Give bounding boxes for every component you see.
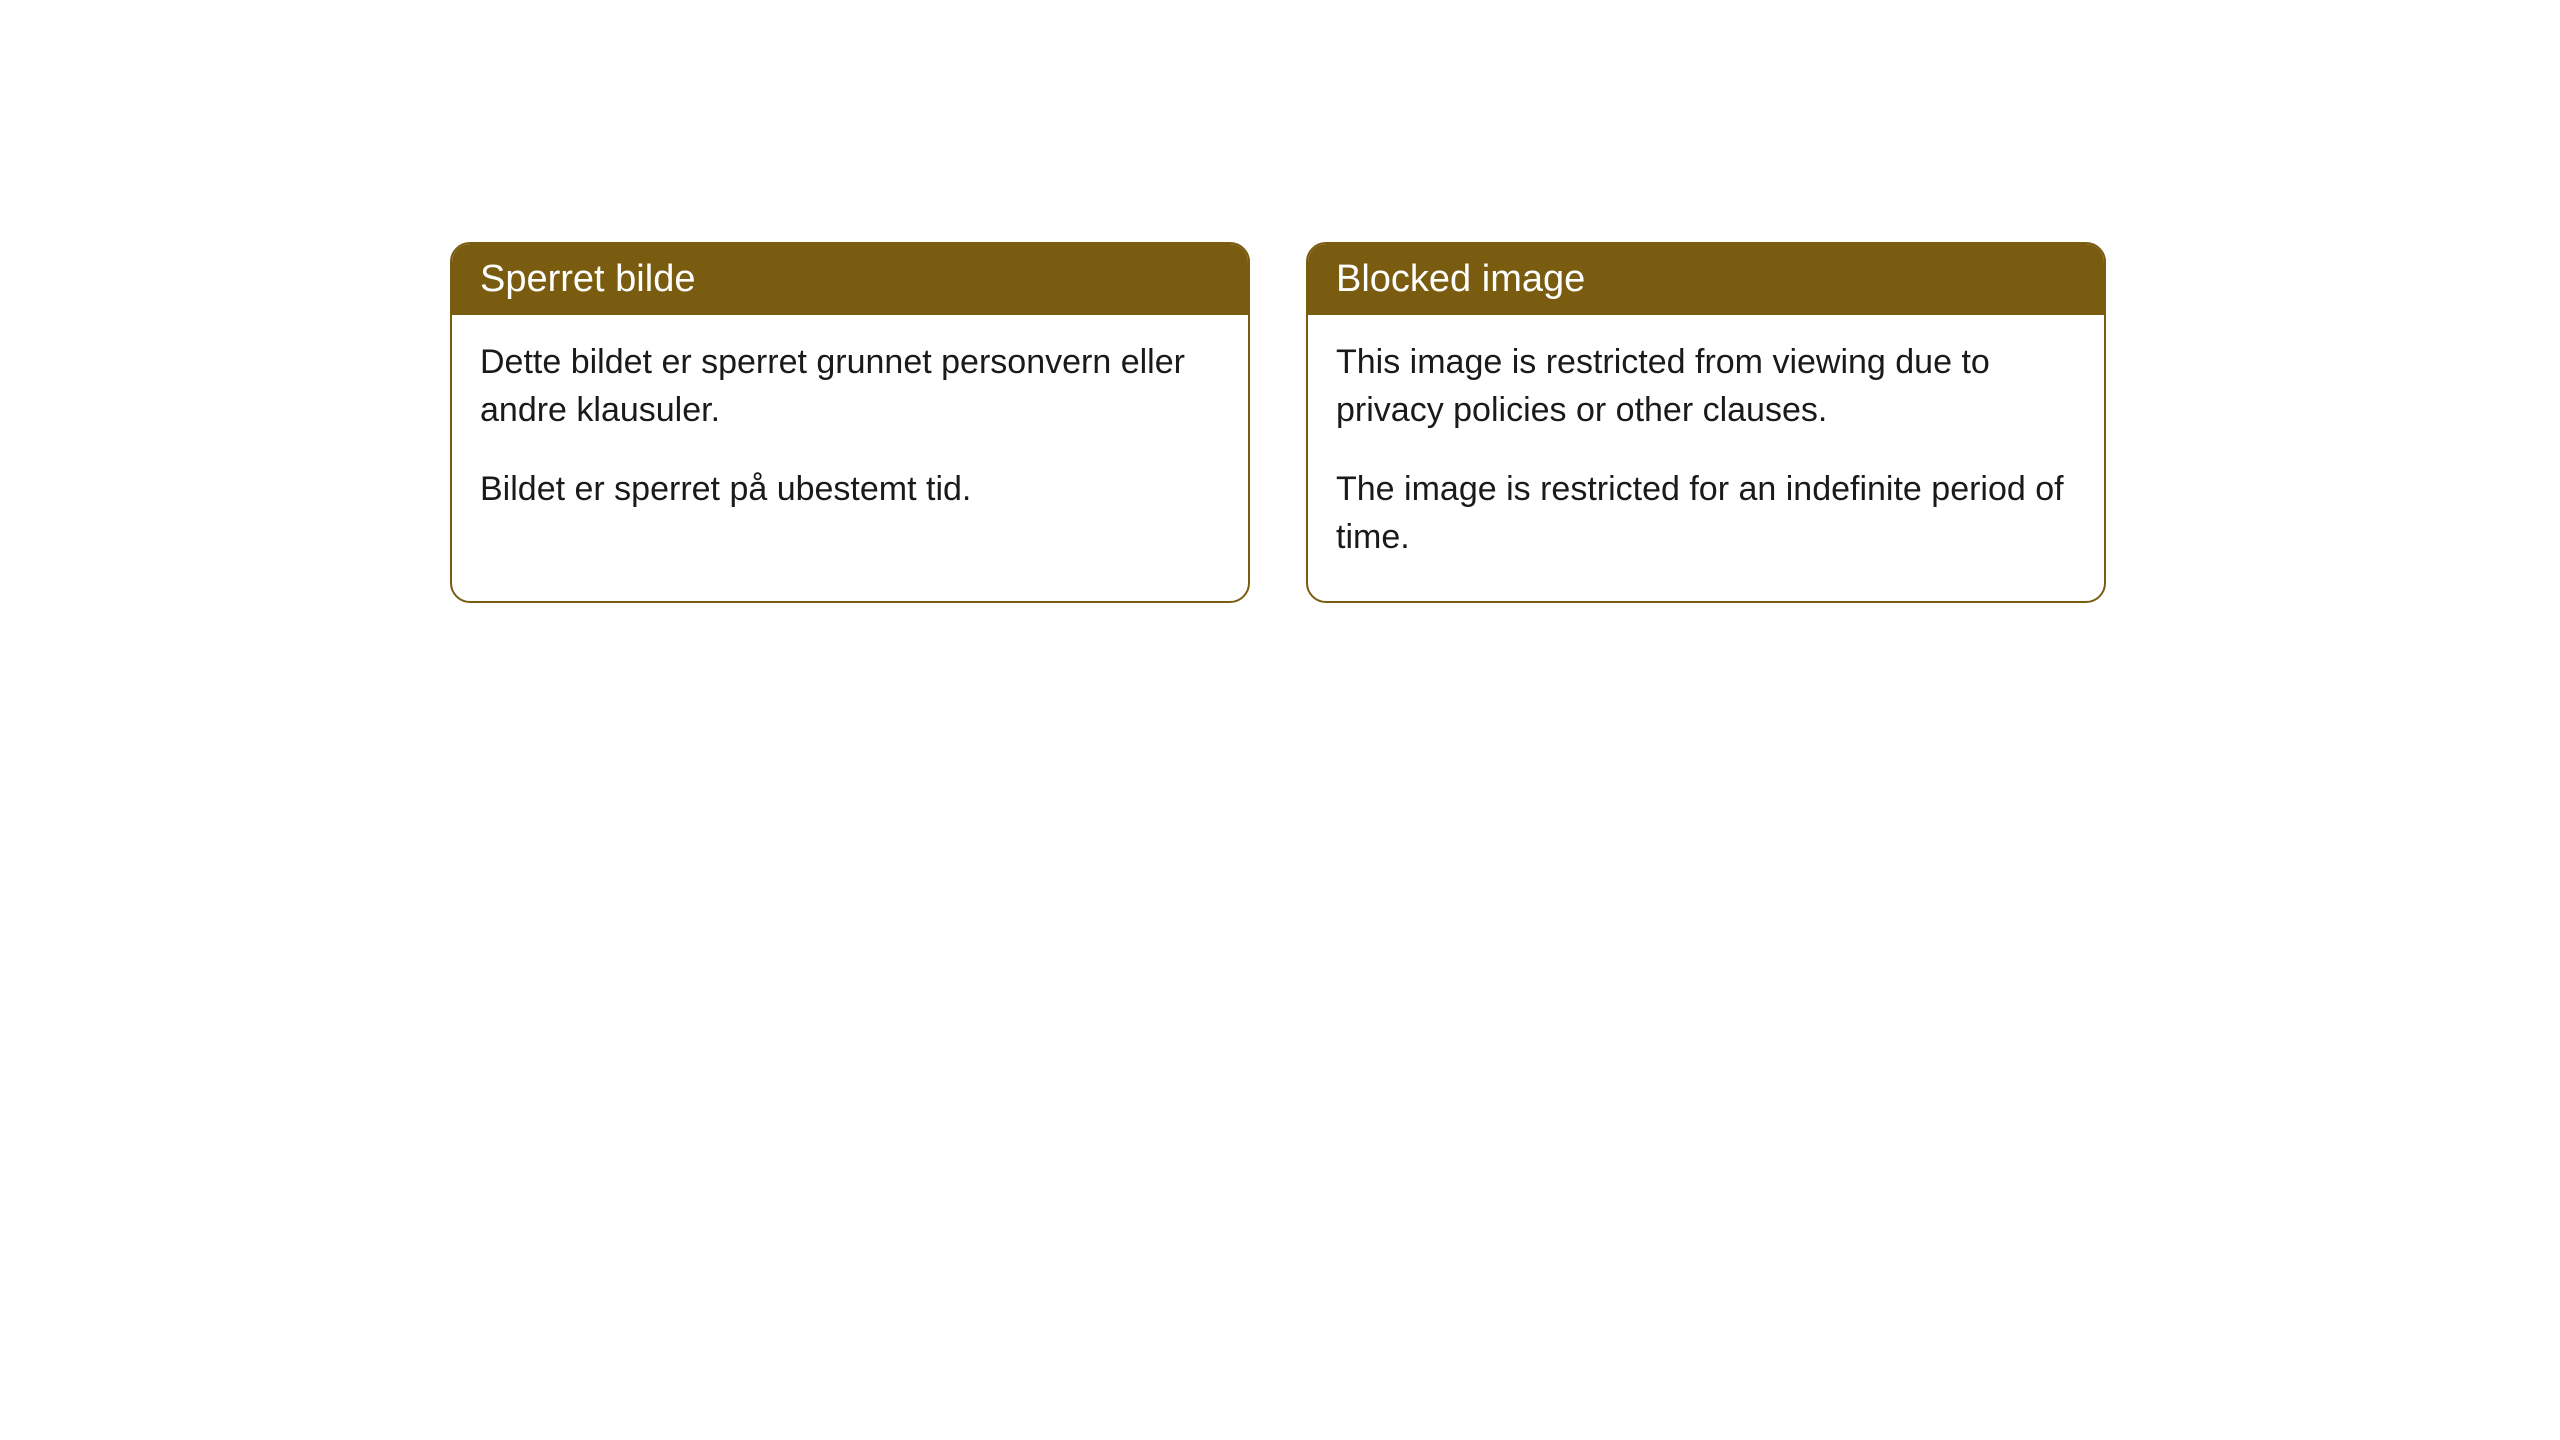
card-paragraph-1-norwegian: Dette bildet er sperret grunnet personve…	[480, 339, 1220, 434]
card-norwegian: Sperret bilde Dette bildet er sperret gr…	[450, 242, 1250, 603]
card-header-norwegian: Sperret bilde	[452, 244, 1248, 315]
card-paragraph-2-norwegian: Bildet er sperret på ubestemt tid.	[480, 466, 1220, 514]
card-title-norwegian: Sperret bilde	[480, 258, 695, 300]
card-paragraph-2-english: The image is restricted for an indefinit…	[1336, 466, 2076, 561]
card-paragraph-1-english: This image is restricted from viewing du…	[1336, 339, 2076, 434]
card-title-english: Blocked image	[1336, 258, 1585, 300]
cards-container: Sperret bilde Dette bildet er sperret gr…	[450, 242, 2106, 603]
card-header-english: Blocked image	[1308, 244, 2104, 315]
card-body-english: This image is restricted from viewing du…	[1308, 315, 2104, 601]
card-english: Blocked image This image is restricted f…	[1306, 242, 2106, 603]
card-body-norwegian: Dette bildet er sperret grunnet personve…	[452, 315, 1248, 554]
